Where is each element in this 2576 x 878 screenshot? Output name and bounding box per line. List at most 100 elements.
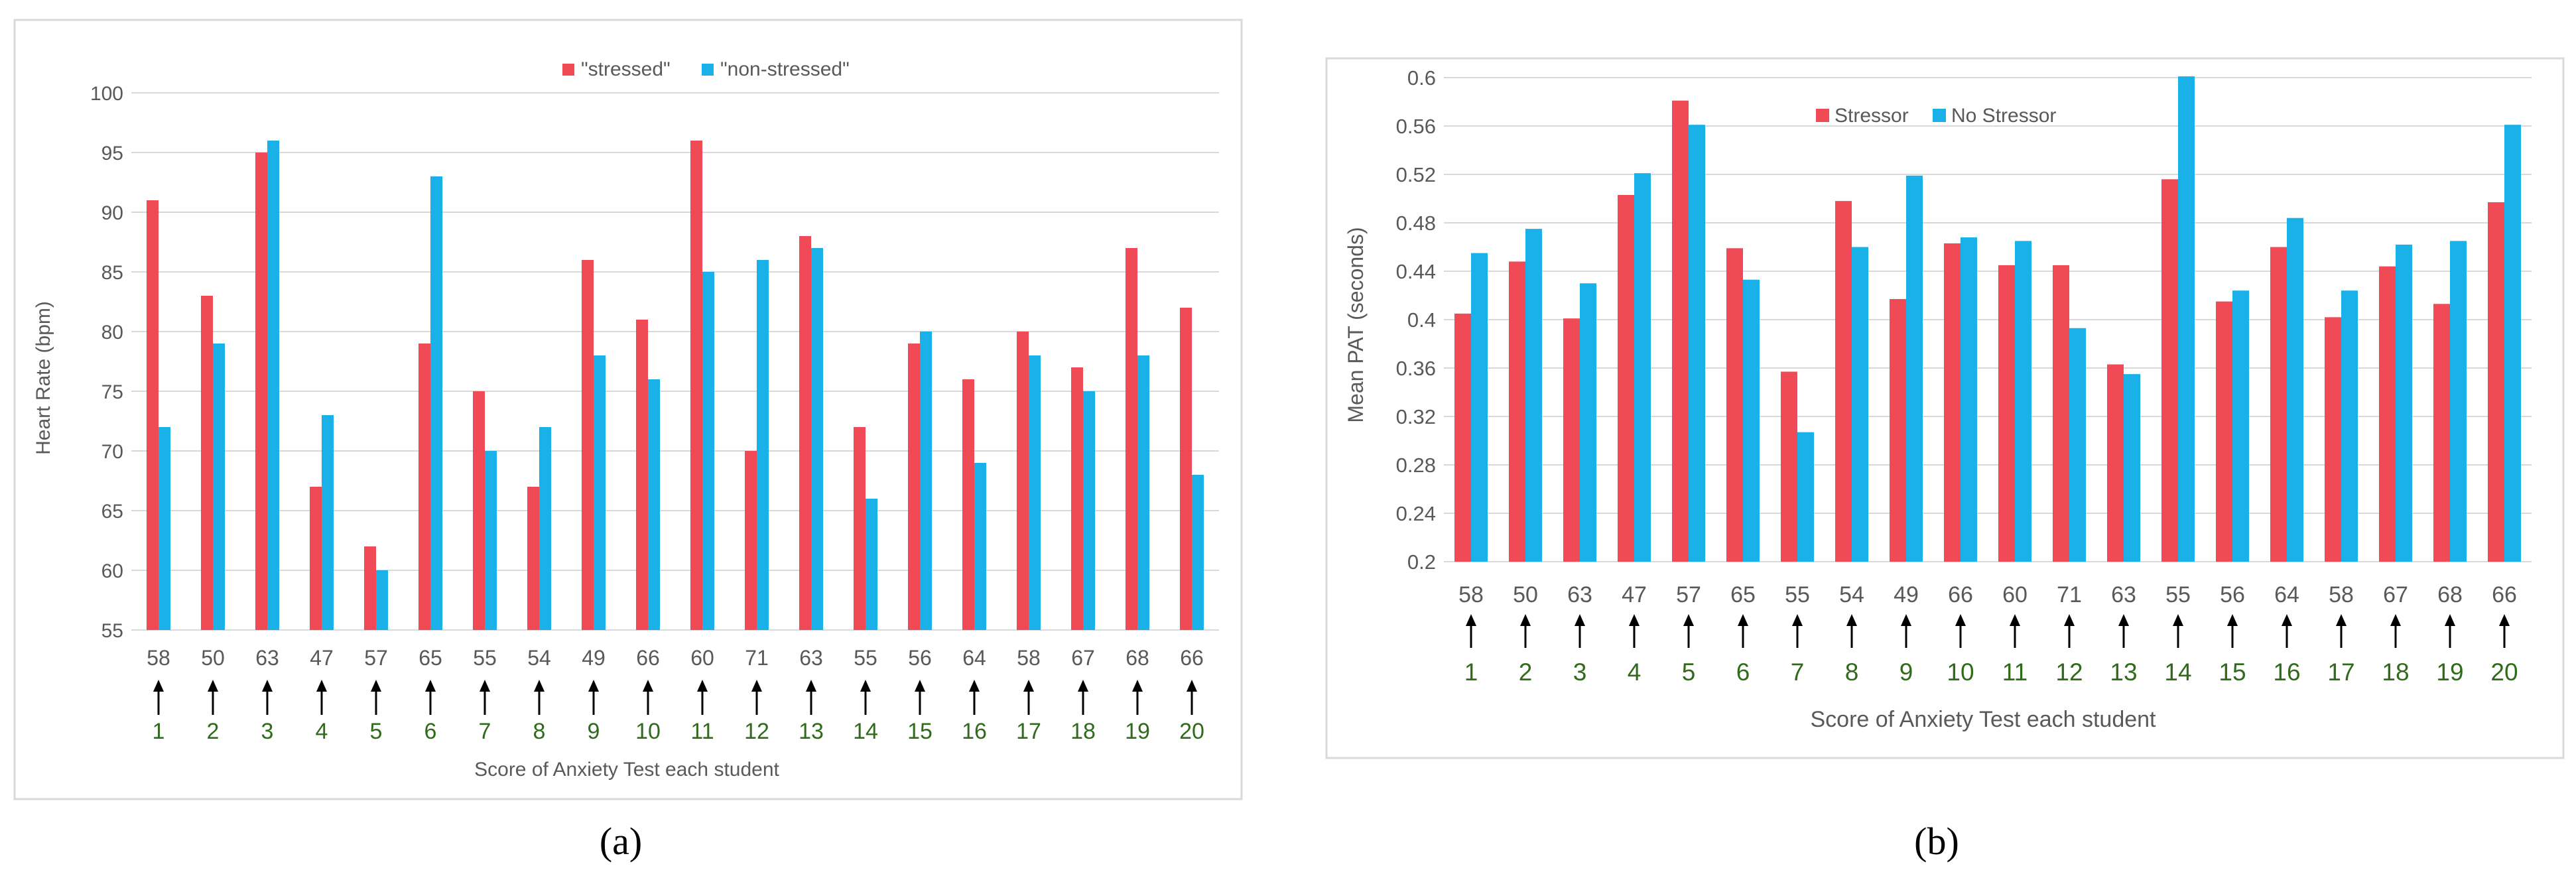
- a-bar-s1-student-13: [799, 236, 811, 630]
- a-bar-s1-student-12: [745, 451, 757, 630]
- a-arrow-head: [316, 680, 327, 692]
- a-bar-s1-student-6: [419, 344, 430, 630]
- panel-a-legend-swatch-non-stressed: [702, 64, 714, 76]
- a-bar-s2-student-12: [757, 260, 769, 630]
- a-bar-s2-student-13: [811, 248, 823, 630]
- b-bar-s1-student-14: [2161, 179, 2178, 562]
- a-student-number: 12: [744, 719, 769, 744]
- b-bar-s2-student-5: [1689, 125, 1705, 562]
- panel-a-legend-label-stressed: "stressed": [581, 58, 671, 80]
- a-student-number: 4: [316, 719, 328, 744]
- a-arrow-head: [371, 680, 381, 692]
- b-bar-s2-student-1: [1471, 253, 1488, 562]
- a-y-tick-label: 85: [101, 262, 123, 284]
- b-bar-s2-student-3: [1580, 283, 1596, 562]
- b-bar-s1-student-9: [1890, 298, 1906, 562]
- b-category-label: 54: [1839, 582, 1864, 607]
- b-arrow-head: [1846, 614, 1857, 626]
- a-student-number: 1: [153, 719, 165, 744]
- a-category-label: 63: [255, 646, 279, 670]
- b-bar-s1-student-18: [2379, 266, 2396, 562]
- a-arrow-head: [697, 680, 708, 692]
- b-arrow-head: [2336, 614, 2347, 626]
- panel-b-arrows: [1466, 614, 2510, 648]
- panel-a-caption: (a): [600, 820, 642, 863]
- a-student-number: 13: [799, 719, 824, 744]
- b-bar-s2-student-2: [1525, 229, 1542, 562]
- b-student-number: 10: [1947, 658, 1974, 686]
- b-student-number: 16: [2273, 658, 2300, 686]
- panel-b-legend-swatch-stressor: [1816, 109, 1829, 122]
- b-bar-s2-student-18: [2396, 244, 2412, 562]
- b-arrow-head: [2010, 614, 2020, 626]
- panel-a-student-numbers: 1 2 3 4 5 6 7 8 9 10 11 12 13 14 15 16 17 18 19 20: [153, 719, 1204, 744]
- b-bar-s1-student-3: [1563, 318, 1580, 562]
- b-category-label: 66: [2492, 582, 2517, 607]
- b-bar-s2-student-15: [2232, 290, 2249, 562]
- a-bar-s2-student-1: [159, 427, 170, 630]
- b-arrow-head: [1629, 614, 1640, 626]
- a-bar-s2-student-5: [376, 570, 388, 630]
- b-bar-s2-student-6: [1743, 279, 1760, 562]
- b-category-label: 66: [1948, 582, 1973, 607]
- panel-a-legend-swatch-stressed: [562, 64, 574, 76]
- b-category-label: 55: [2165, 582, 2191, 607]
- b-y-tick-label: 0.36: [1396, 357, 1436, 380]
- a-student-number: 18: [1070, 719, 1096, 744]
- b-category-label: 55: [1785, 582, 1810, 607]
- b-student-number: 2: [1519, 658, 1533, 686]
- a-category-label: 58: [1017, 646, 1041, 670]
- b-student-number: 15: [2219, 658, 2246, 686]
- a-student-number: 15: [907, 719, 933, 744]
- a-bar-s2-student-17: [1029, 355, 1041, 630]
- b-student-number: 17: [2327, 658, 2354, 686]
- b-bar-s1-student-11: [1998, 265, 2015, 562]
- panel-b-y-axis-title: Mean PAT (seconds): [1344, 227, 1368, 422]
- b-category-label: 49: [1894, 582, 1919, 607]
- a-category-label: 57: [364, 646, 388, 670]
- b-arrow-head: [2118, 614, 2129, 626]
- a-arrow-head: [534, 680, 545, 692]
- a-category-label: 49: [582, 646, 606, 670]
- a-arrow-head: [1078, 680, 1088, 692]
- b-arrow-head: [2499, 614, 2510, 626]
- a-y-tick-label: 80: [101, 322, 123, 344]
- b-category-label: 50: [1513, 582, 1538, 607]
- a-bar-s2-student-2: [213, 344, 225, 630]
- a-student-number: 8: [533, 719, 546, 744]
- b-y-tick-label: 0.48: [1396, 212, 1436, 235]
- a-student-number: 17: [1016, 719, 1041, 744]
- b-student-number: 20: [2490, 658, 2518, 686]
- b-student-number: 4: [1628, 658, 1642, 686]
- b-student-number: 6: [1736, 658, 1750, 686]
- a-arrow-head: [1187, 680, 1197, 692]
- b-y-tick-label: 0.56: [1396, 115, 1436, 138]
- a-bar-s1-student-18: [1071, 367, 1083, 630]
- b-bar-s2-student-12: [2069, 328, 2086, 562]
- a-y-tick-label: 100: [90, 83, 123, 105]
- a-student-number: 11: [690, 719, 714, 744]
- b-bar-s1-student-17: [2325, 317, 2341, 562]
- panel-a-x-axis-title: Score of Anxiety Test each student: [474, 759, 779, 781]
- b-arrow-head: [1683, 614, 1694, 626]
- a-bar-s1-student-5: [364, 546, 376, 630]
- a-bar-s1-student-9: [582, 260, 594, 630]
- a-student-number: 10: [635, 719, 661, 744]
- a-student-number: 2: [207, 719, 220, 744]
- panel-a-legend-label-non-stressed: "non-stressed": [720, 58, 850, 80]
- b-bar-s2-student-9: [1906, 175, 1923, 562]
- panel-b-mean-pat-chart: 0.2 0.24 0.28 0.32 0.36 0.4 0.44 0.48 0.52 0.56 0.…: [1325, 57, 2565, 759]
- a-category-label: 65: [419, 646, 442, 670]
- b-arrow-head: [2227, 614, 2238, 626]
- a-bar-s1-student-20: [1180, 308, 1192, 630]
- b-category-label: 56: [2220, 582, 2245, 607]
- a-category-label: 47: [310, 646, 334, 670]
- panel-a-legend: "stressed" "non-stressed": [562, 58, 850, 80]
- b-y-tick-label: 0.24: [1396, 502, 1436, 525]
- a-bar-s1-student-19: [1126, 248, 1137, 630]
- b-category-label: 63: [2111, 582, 2136, 607]
- b-bar-s2-student-4: [1634, 173, 1651, 562]
- panel-a-category-labels: 58 50 63 47 57 65 55 54 49 66 60 71 63 55 56 64 58 67 68 66: [147, 646, 1204, 670]
- b-category-label: 71: [2057, 582, 2082, 607]
